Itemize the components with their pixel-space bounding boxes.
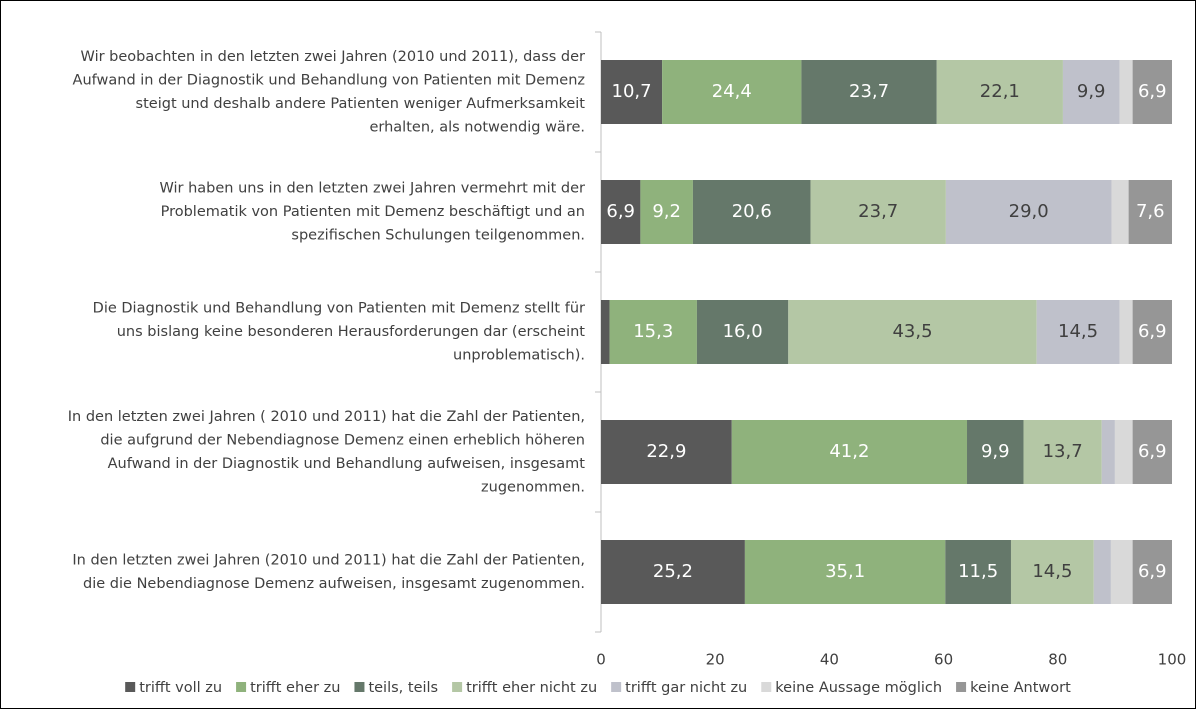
category-label: erhalten, als notwendig wäre.	[369, 119, 585, 135]
bar-segment	[936, 60, 1063, 124]
bar-segment	[601, 60, 663, 124]
category-label: zugenommen.	[481, 479, 585, 495]
category-label: steigt und deshalb andere Patienten weni…	[136, 96, 586, 112]
bar-segment	[801, 60, 937, 124]
bar-segment	[601, 420, 732, 484]
category-label: Aufwand in der Diagnostik und Behandlung…	[73, 72, 585, 88]
x-tick-label: 80	[1048, 651, 1067, 669]
category-label: uns bislang keine besonderen Herausforde…	[117, 324, 586, 340]
bar-segment	[601, 300, 610, 364]
category-label: die aufgrund der Nebendiagnose Demenz ei…	[100, 432, 585, 448]
value-label: 6,9	[1138, 441, 1167, 462]
category-label: unproblematisch).	[453, 348, 585, 364]
bar-segment	[731, 420, 968, 484]
legend-swatch	[611, 682, 622, 692]
value-label: 7,6	[1136, 201, 1165, 222]
x-tick-label: 60	[934, 651, 953, 669]
value-label: 29,0	[1009, 201, 1049, 222]
bar-segment	[692, 180, 811, 244]
bar-segment	[1128, 180, 1172, 244]
category-label: Problematik von Patienten mit Demenz bes…	[161, 204, 585, 220]
value-label: 22,1	[980, 81, 1020, 102]
legend-swatch	[761, 682, 772, 692]
bar-segment	[1119, 300, 1133, 364]
legend-swatch	[354, 682, 365, 692]
bar-segment	[788, 300, 1037, 364]
value-label: 6,9	[1138, 321, 1167, 342]
legend-label: trifft gar nicht zu	[625, 680, 747, 696]
legend-swatch	[452, 682, 463, 692]
bar-segment	[662, 60, 802, 124]
bar-segment	[1110, 540, 1133, 604]
category-label: spezifischen Schulungen teilgenommen.	[291, 228, 585, 244]
bar-segment	[1062, 60, 1120, 124]
value-label: 6,9	[1138, 561, 1167, 582]
value-label: 14,5	[1058, 321, 1098, 342]
value-label: 9,9	[981, 441, 1010, 462]
category-label: Aufwand in der Diagnostik und Behandlung…	[108, 456, 586, 472]
value-label: 41,2	[829, 441, 869, 462]
legend-swatch	[236, 682, 247, 692]
value-label: 20,6	[732, 201, 772, 222]
bar-segment	[696, 300, 789, 364]
bar-segment	[601, 180, 641, 244]
legend-label: teils, teils	[368, 680, 438, 696]
bar-segment	[601, 540, 745, 604]
value-label: 35,1	[825, 561, 865, 582]
bar-segment	[1132, 420, 1172, 484]
value-label: 11,5	[958, 561, 998, 582]
value-label: 23,7	[858, 201, 898, 222]
bar-segment	[1036, 300, 1120, 364]
legend-swatch	[125, 682, 136, 692]
category-label: In den letzten zwei Jahren ( 2010 und 20…	[68, 409, 585, 425]
bar-segment	[640, 180, 693, 244]
legend-label: trifft voll zu	[139, 680, 222, 696]
value-label: 6,9	[606, 201, 635, 222]
value-label: 24,4	[712, 81, 752, 102]
value-label: 25,2	[653, 561, 693, 582]
bar-segment	[1132, 540, 1172, 604]
bar-segment	[1093, 540, 1111, 604]
legend-label: trifft eher nicht zu	[466, 680, 597, 696]
bar-segment	[609, 300, 697, 364]
bar-segment	[945, 540, 1011, 604]
legend-label: keine Aussage möglich	[775, 680, 942, 696]
category-label: Wir beobachten in den letzten zwei Jahre…	[81, 49, 585, 65]
bar-segment	[1132, 300, 1172, 364]
bar-segment	[1101, 420, 1115, 484]
value-label: 23,7	[849, 81, 889, 102]
category-label: die die Nebendiagnose Demenz aufweisen, …	[83, 576, 585, 592]
bar-segment	[945, 180, 1112, 244]
bar-segment	[1119, 60, 1133, 124]
category-label: Wir haben uns in den letzten zwei Jahren…	[159, 181, 585, 197]
legend-swatch	[956, 682, 967, 692]
legend-label: keine Antwort	[970, 680, 1071, 696]
value-label: 14,5	[1032, 561, 1072, 582]
value-label: 22,9	[646, 441, 686, 462]
bar-segment	[1010, 540, 1094, 604]
value-label: 9,2	[652, 201, 681, 222]
bar-segment	[810, 180, 946, 244]
value-label: 9,9	[1077, 81, 1106, 102]
legend-label: trifft eher zu	[250, 680, 340, 696]
bar-segment	[967, 420, 1024, 484]
bar-segment	[1114, 420, 1133, 484]
category-label: In den letzten zwei Jahren (2010 und 201…	[72, 552, 585, 568]
value-label: 16,0	[723, 321, 763, 342]
x-tick-label: 0	[596, 651, 606, 669]
x-tick-label: 100	[1158, 651, 1187, 669]
value-label: 6,9	[1138, 81, 1167, 102]
value-label: 10,7	[612, 81, 652, 102]
bar-segment	[1023, 420, 1102, 484]
value-label: 15,3	[633, 321, 673, 342]
value-label: 13,7	[1043, 441, 1083, 462]
bar-segment	[1132, 60, 1172, 124]
x-tick-label: 20	[706, 651, 725, 669]
bar-segment	[744, 540, 946, 604]
bar-segment	[1111, 180, 1129, 244]
category-label: Die Diagnostik und Behandlung von Patien…	[93, 301, 585, 317]
value-label: 43,5	[892, 321, 932, 342]
x-tick-label: 40	[820, 651, 839, 669]
